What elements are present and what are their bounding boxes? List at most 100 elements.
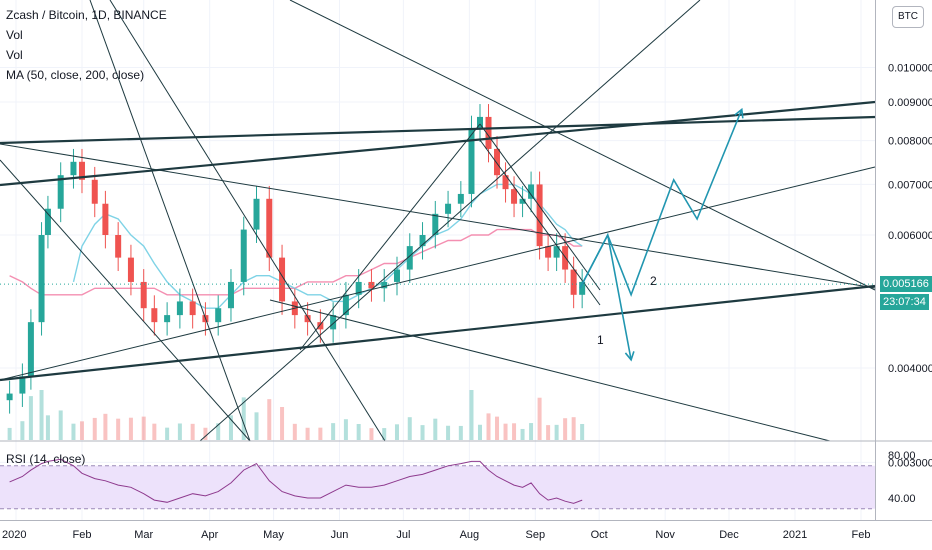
volume-bar bbox=[469, 390, 474, 440]
volume-bar bbox=[203, 427, 208, 440]
trendline bbox=[109, 0, 386, 442]
volume-bar bbox=[92, 417, 97, 440]
price-tick-label: 0.009000 bbox=[888, 97, 932, 109]
volume-bar bbox=[446, 425, 451, 440]
volume-bar bbox=[563, 418, 568, 440]
candle-body bbox=[164, 315, 171, 323]
candle-body bbox=[502, 175, 509, 190]
time-tick-label: Feb bbox=[72, 529, 91, 541]
volume-bar bbox=[103, 413, 108, 440]
candle-body bbox=[189, 301, 196, 316]
volume-bar bbox=[254, 412, 259, 440]
candle-body bbox=[19, 376, 26, 394]
time-tick-label: Oct bbox=[591, 529, 608, 541]
candle-body bbox=[240, 229, 247, 282]
volume-bar bbox=[228, 415, 233, 440]
volume-bar bbox=[152, 423, 157, 440]
trendline bbox=[0, 159, 251, 442]
candle-body bbox=[70, 161, 77, 176]
candle-body bbox=[468, 128, 475, 194]
trendline bbox=[0, 143, 876, 289]
volume-bar bbox=[216, 423, 221, 440]
rsi-legend[interactable]: RSI (14, close) bbox=[6, 452, 86, 466]
volume-bar bbox=[128, 417, 133, 440]
rsi-band bbox=[0, 465, 875, 509]
trendline bbox=[299, 123, 481, 351]
price-tick-label: 0.007000 bbox=[888, 179, 932, 191]
projection-arrows[interactable] bbox=[579, 107, 744, 362]
rsi-pane bbox=[0, 458, 875, 510]
volume-bar bbox=[477, 424, 482, 440]
volume-bar bbox=[116, 418, 121, 440]
candle-body bbox=[393, 269, 400, 282]
volume-bar bbox=[343, 419, 348, 440]
candle-body bbox=[485, 116, 492, 149]
candle-body bbox=[57, 175, 64, 209]
time-tick-label: Sep bbox=[526, 529, 546, 541]
volume-bar bbox=[292, 423, 297, 440]
trendlines[interactable] bbox=[0, 0, 876, 442]
candles bbox=[6, 104, 586, 414]
volume-bar bbox=[420, 425, 425, 440]
price-tick-label: 0.010000 bbox=[888, 62, 932, 74]
candle-body bbox=[279, 257, 286, 302]
volume-bar bbox=[177, 423, 182, 440]
candle-body bbox=[511, 189, 518, 204]
candle-body bbox=[91, 179, 98, 204]
path-1-label: 1 bbox=[597, 333, 604, 347]
candle-body bbox=[151, 308, 158, 323]
currency-button[interactable]: BTC bbox=[892, 6, 924, 28]
volume-bar bbox=[331, 423, 336, 440]
volume-bar bbox=[546, 425, 551, 440]
volume-bar bbox=[20, 421, 25, 440]
candle-body bbox=[457, 193, 464, 204]
trendline bbox=[0, 115, 876, 145]
time-tick-label: Dec bbox=[719, 529, 739, 541]
time-axis[interactable]: 2020 Feb Mar Apr May Jun Jul Aug Sep Oct Nov Dec 202… bbox=[2, 529, 870, 541]
ma200-line bbox=[9, 228, 583, 296]
volume-bar bbox=[512, 423, 517, 440]
volume-bar bbox=[141, 416, 146, 440]
volume-bars bbox=[7, 390, 585, 440]
candle-body bbox=[330, 315, 337, 330]
candle-body bbox=[355, 281, 362, 295]
candle-body bbox=[494, 148, 501, 176]
candle-body bbox=[27, 322, 34, 377]
candle-body bbox=[304, 315, 311, 323]
ma-legend[interactable]: MA (50, close, 200, close) bbox=[6, 68, 145, 82]
vol-legend-1[interactable]: Vol bbox=[6, 28, 23, 42]
rsi-axis[interactable]: 80.00 40.00 bbox=[888, 450, 916, 505]
candle-body bbox=[570, 269, 577, 295]
candle-body bbox=[519, 198, 526, 204]
projection-arrowhead-2 bbox=[734, 107, 744, 119]
candle-body bbox=[115, 235, 122, 258]
volume-bar bbox=[58, 410, 63, 440]
volume-bar bbox=[318, 427, 323, 440]
trendline bbox=[0, 284, 876, 382]
rsi-line bbox=[9, 458, 583, 504]
volume-bar bbox=[39, 390, 44, 440]
price-tick-label: 0.003000 bbox=[888, 457, 932, 469]
candle-body bbox=[545, 246, 552, 258]
time-tick-label: May bbox=[263, 529, 284, 541]
projection-path-1 bbox=[579, 232, 632, 361]
last-price-badge: 0.005166 bbox=[880, 276, 932, 293]
trendline bbox=[479, 139, 601, 306]
volume-bar bbox=[190, 423, 195, 440]
candle-body bbox=[266, 198, 273, 258]
volume-bar bbox=[45, 415, 50, 440]
time-tick-label: Feb bbox=[851, 529, 870, 541]
vol-legend-2[interactable]: Vol bbox=[6, 48, 23, 62]
candle-body bbox=[445, 203, 452, 214]
time-tick-label: Nov bbox=[655, 529, 675, 541]
time-tick-label: Jul bbox=[396, 529, 410, 541]
candle-body bbox=[476, 116, 483, 129]
volume-bar bbox=[458, 425, 463, 440]
projection-arrowhead-1 bbox=[624, 351, 635, 362]
time-tick-label: Mar bbox=[134, 529, 153, 541]
symbol-legend[interactable]: Zcash / Bitcoin, 1D, BINANCE bbox=[6, 8, 167, 22]
candle-body bbox=[253, 198, 260, 230]
price-axis[interactable]: 0.010000 0.009000 0.008000 0.007000 0.006000… bbox=[888, 62, 932, 469]
candle-body bbox=[176, 301, 183, 316]
